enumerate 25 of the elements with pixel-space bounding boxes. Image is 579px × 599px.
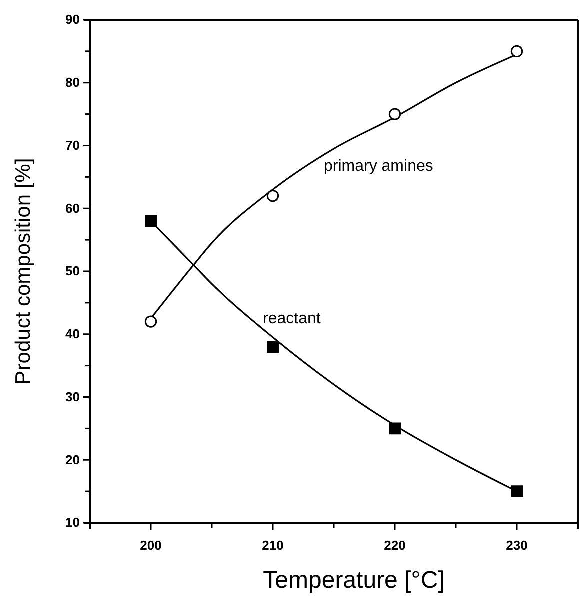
series-label: reactant [263,310,322,328]
point [266,190,280,202]
y-tick-label: 20 [66,452,80,468]
y-tick-label: 40 [66,326,80,342]
x-tick-label: 210 [262,538,284,554]
y-axis-title: Product composition [%] [12,158,35,385]
series-label: primary amines [324,158,434,175]
x-tick-label: 200 [140,538,162,554]
x-tick-label: 230 [506,538,528,554]
y-tick-label: 80 [66,75,80,90]
x-axis-title: Temperature [°C] [263,567,445,594]
y-tick-label: 90 [66,12,80,28]
y-tick-label: 70 [66,138,80,153]
point [267,340,279,353]
point [510,45,524,58]
point [144,316,158,328]
x-tick-label: 220 [384,538,406,554]
point [145,215,157,228]
point [388,108,402,120]
y-tick-label: 30 [66,389,80,404]
y-tick-label: 60 [66,200,80,216]
point [511,486,523,498]
y-tick-label: 10 [66,515,80,530]
y-tick-label: 50 [66,264,80,279]
point [389,422,401,435]
